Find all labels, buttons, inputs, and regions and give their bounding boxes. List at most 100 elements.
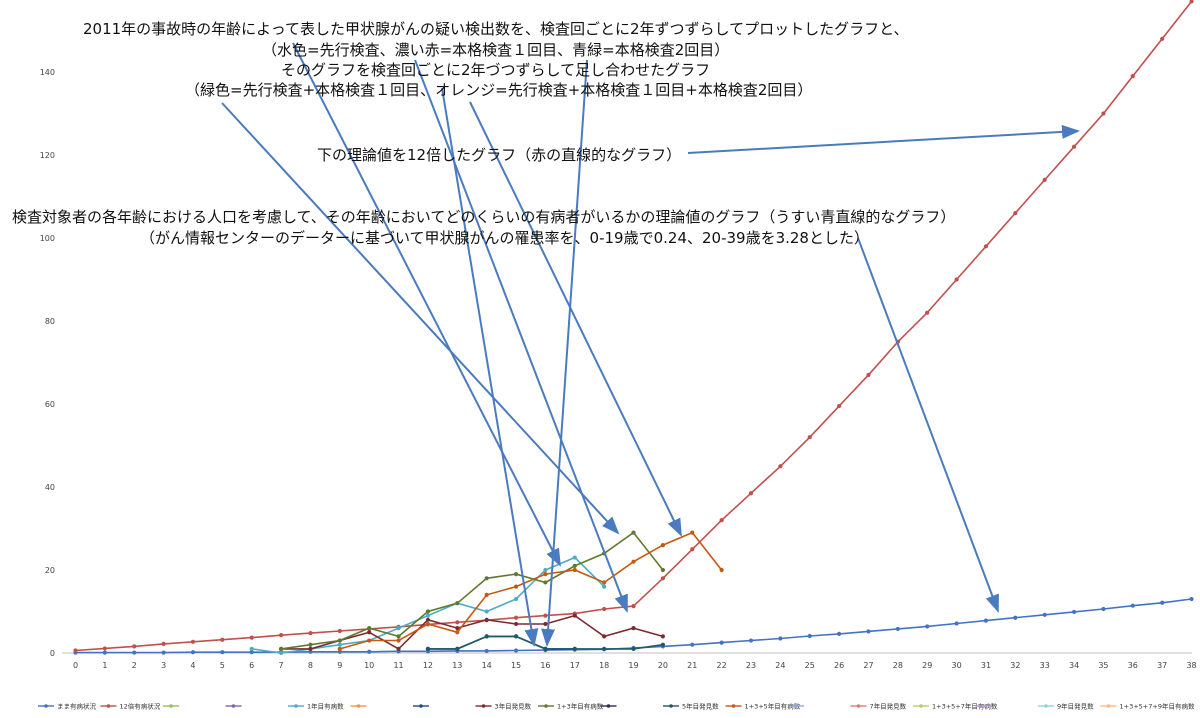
legend-label: 1+3+5+7年目有病数 [932, 702, 998, 711]
data-point [190, 650, 196, 655]
data-point [484, 648, 489, 654]
data-point [308, 630, 313, 636]
data-point [1101, 111, 1106, 116]
legend-swatch-point [1106, 704, 1111, 708]
data-point [1189, 0, 1194, 4]
data-point [425, 621, 431, 627]
data-point [367, 649, 372, 654]
data-point [220, 650, 225, 655]
data-point [543, 580, 548, 585]
data-point [337, 628, 342, 634]
data-point [572, 613, 577, 618]
data-point [602, 580, 607, 585]
data-point [484, 576, 489, 581]
data-point [543, 572, 548, 577]
x-tick-label: 21 [687, 661, 697, 670]
data-point [337, 649, 342, 654]
annotation-arrow [857, 237, 999, 613]
data-point [631, 626, 636, 631]
x-tick-label: 1 [102, 661, 107, 670]
legend-label: 12倍有病状況 [120, 702, 161, 711]
data-point [102, 646, 107, 651]
y-tick-labels: 0 20 40 60 80 100 120 140 [40, 68, 55, 658]
x-tick-label: 16 [540, 661, 550, 670]
data-point [719, 518, 724, 523]
x-tick-label: 8 [308, 661, 313, 670]
data-point [660, 543, 666, 548]
legend-item [350, 704, 367, 708]
x-tick-label: 19 [628, 661, 638, 670]
x-tick-label: 11 [393, 661, 403, 670]
series-8 [278, 530, 666, 651]
data-point [337, 642, 342, 647]
x-tick-label: 9 [337, 661, 342, 670]
legend-item [413, 704, 429, 708]
data-point [513, 648, 519, 653]
legend-item [975, 704, 992, 708]
series-1 [73, 0, 1194, 653]
legend-item: 1+3+5年目有病数 [725, 702, 801, 711]
x-tick-label: 17 [570, 661, 580, 670]
data-point [602, 584, 607, 589]
legend-item [225, 704, 242, 708]
series-layer [73, 0, 1194, 656]
legend-label: 1+3+5年目有病数 [745, 702, 801, 711]
data-point [220, 637, 225, 642]
data-point [572, 563, 577, 568]
data-point [543, 567, 548, 573]
data-point [719, 567, 724, 573]
data-point [631, 604, 636, 609]
y-tick-label: 60 [45, 400, 55, 409]
data-point [719, 640, 724, 645]
data-point [425, 613, 431, 618]
x-tick-label: 15 [511, 661, 521, 670]
data-point [455, 626, 460, 631]
series-11 [337, 530, 724, 651]
x-tick-label: 22 [717, 661, 727, 670]
legend-label: まま有病状況 [57, 702, 97, 711]
data-point [837, 403, 842, 409]
data-point [895, 626, 900, 632]
legend-item: まま有病状況 [38, 702, 97, 711]
legend-label: 1+3+5+7+9年目有病数 [1120, 702, 1195, 711]
data-point [954, 277, 959, 282]
data-point [660, 634, 666, 639]
x-tick-label: 0 [73, 661, 78, 670]
x-tick-label: 36 [1128, 661, 1138, 670]
data-point [660, 567, 666, 573]
data-point [778, 636, 783, 641]
data-point [602, 606, 607, 612]
series-line [339, 531, 723, 650]
data-point [513, 584, 519, 589]
legend-swatch-point [919, 704, 923, 708]
x-tick-label: 3 [161, 661, 166, 670]
legend-item [788, 704, 804, 708]
data-point [1013, 615, 1018, 620]
data-point [249, 650, 254, 655]
data-point [1160, 36, 1165, 41]
annotation-2: （水色=先行検査、濃い赤=本格検査１回目、青緑=本格検査2回目） [262, 41, 729, 59]
series-line [280, 531, 664, 650]
x-tick-label: 35 [1098, 661, 1108, 670]
data-point [484, 609, 489, 614]
annotation-7: （がん情報センターのデーターに基づいて甲状腺がんの罹患率を、0-19歳で0.24… [140, 229, 869, 247]
x-tick-label: 30 [952, 661, 962, 670]
series-line [427, 635, 575, 650]
data-point [602, 646, 607, 651]
data-point [367, 626, 372, 631]
data-point [1071, 144, 1077, 149]
legend-item: 1+3年目有病数 [538, 702, 604, 711]
data-point [572, 646, 577, 651]
legend-label: 3年目発見数 [495, 702, 532, 711]
data-point [278, 646, 284, 651]
legend-item [600, 704, 617, 708]
data-point [425, 646, 431, 651]
legend-item: 1年目有病数 [288, 702, 344, 711]
data-point [925, 310, 930, 315]
data-point [396, 634, 401, 639]
x-tick-label: 28 [893, 661, 903, 670]
data-point [925, 624, 930, 629]
x-tick-label: 7 [279, 661, 284, 670]
y-tick-label: 40 [45, 483, 55, 492]
